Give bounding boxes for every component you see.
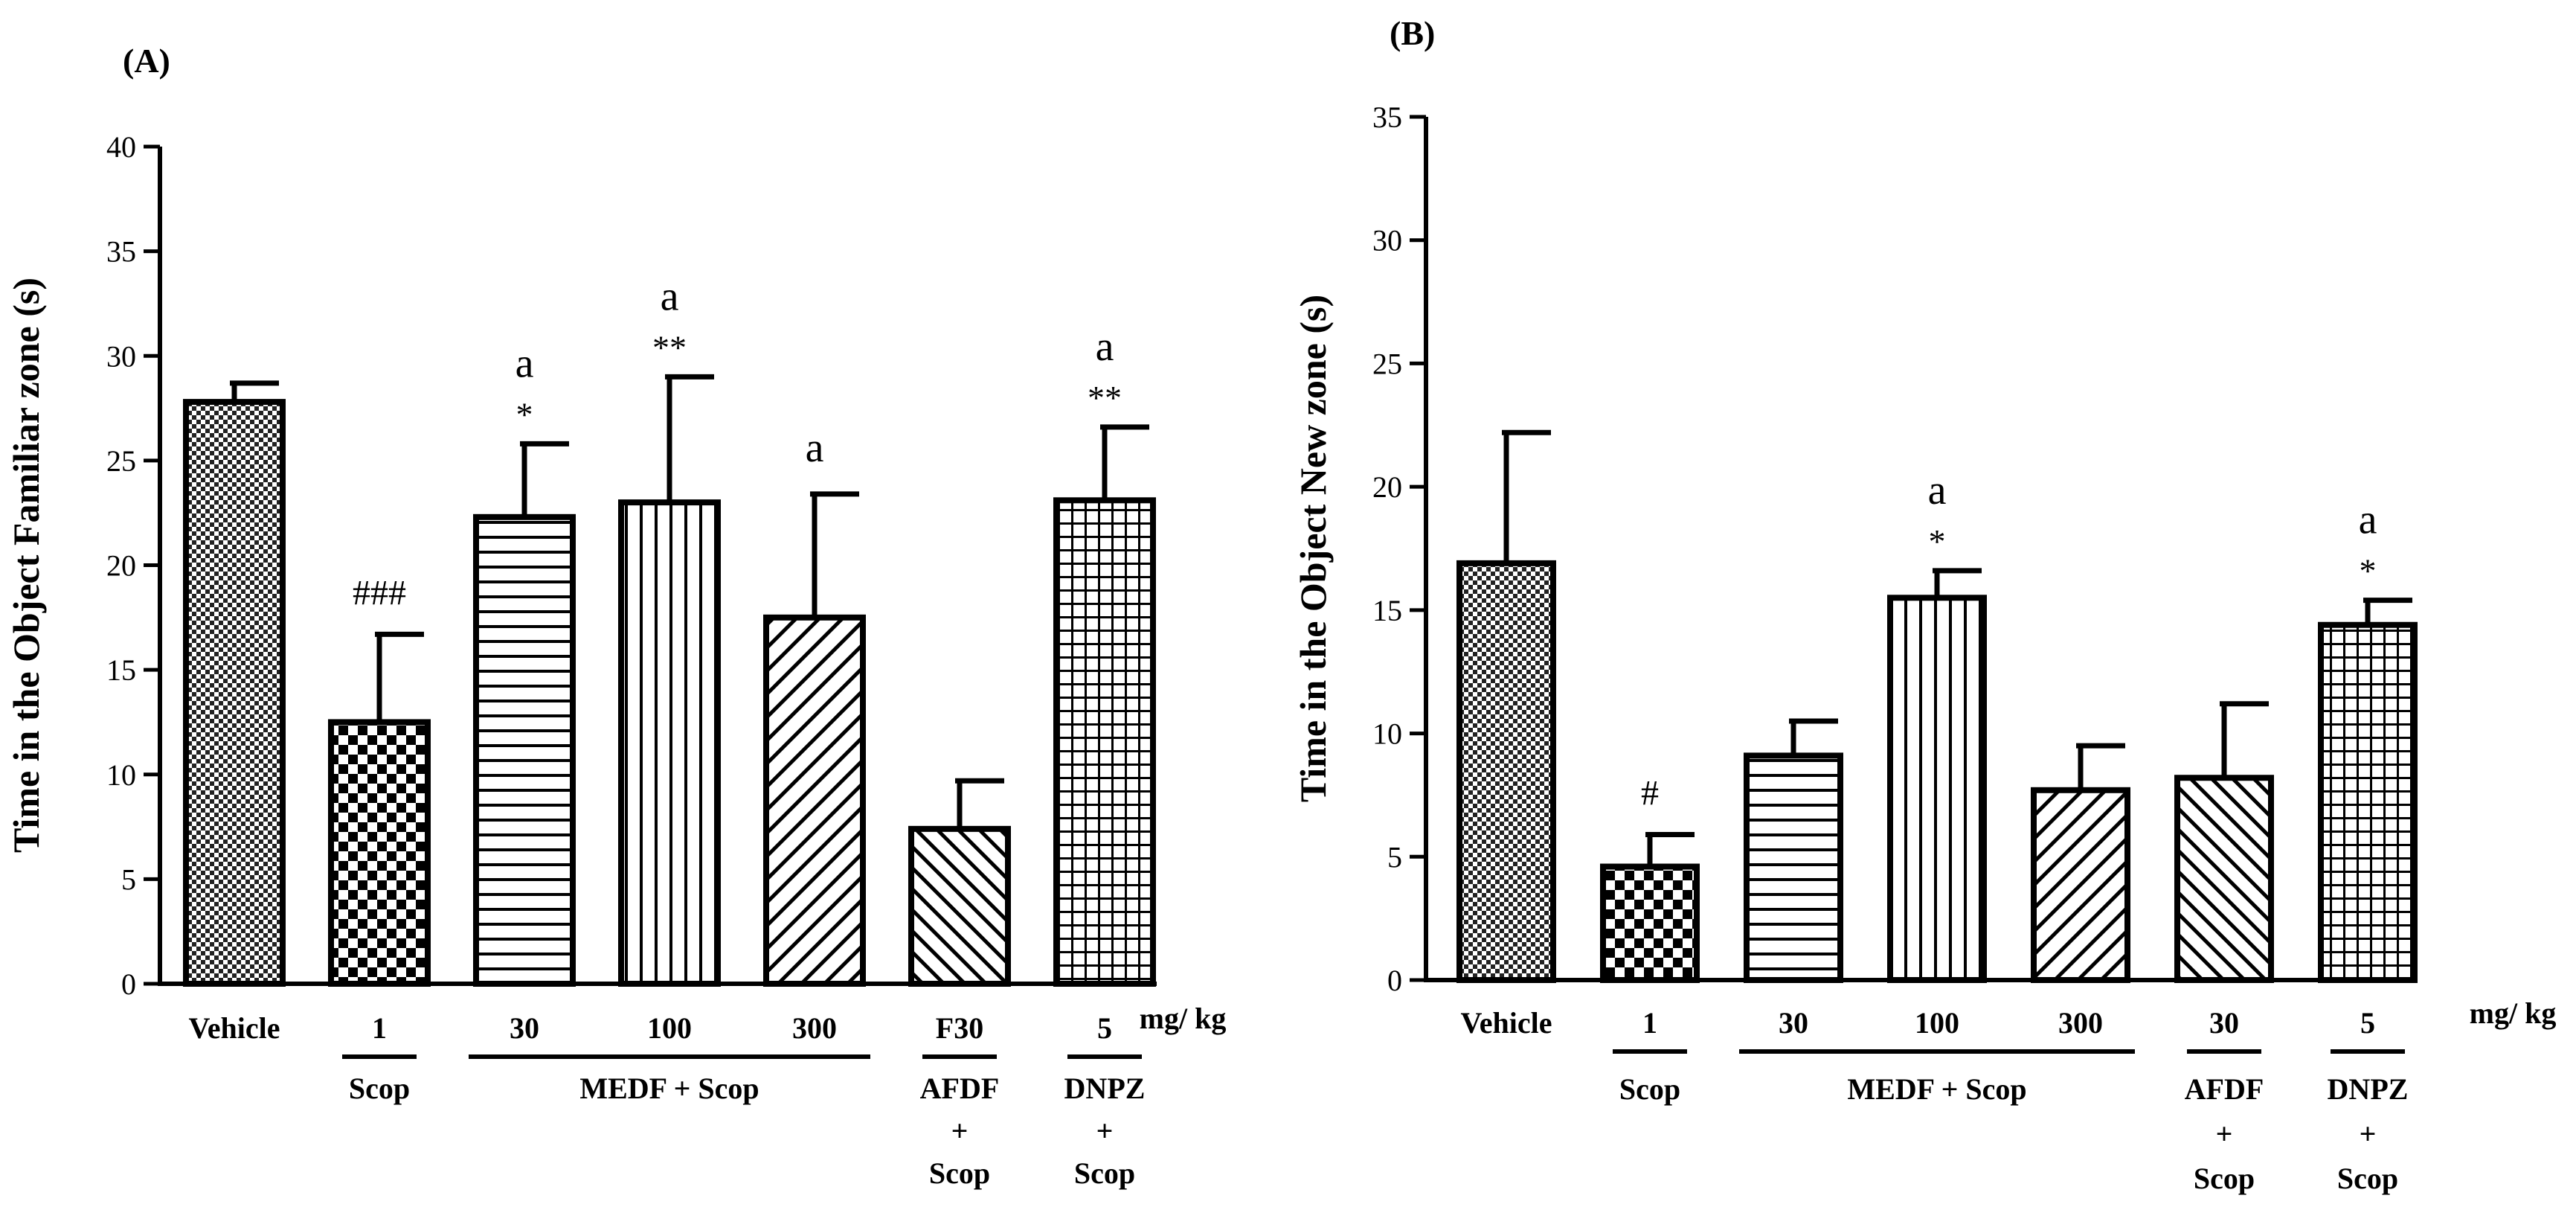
a-annotation-b-3: a [1928,467,1947,513]
bar-a-3 [618,499,721,987]
category-label-a-0: Vehicle [189,1011,280,1045]
a-annotation-a-2: a [515,340,534,386]
group-label-a-3-1: + [1096,1114,1114,1147]
category-label-b-3: 100 [1915,1006,1959,1040]
category-label-a-1: 1 [372,1011,387,1045]
bar-a-1 [328,719,431,987]
category-label-b-2: 30 [1779,1006,1808,1040]
y-tick-label-a-2: 10 [106,758,136,792]
y-tick-label-b-5: 25 [1372,347,1402,380]
group-label-a-3-2: Scop [1074,1156,1135,1190]
y-axis-label-b: Time in the Object New zone (s) [1292,295,1334,802]
y-tick-label-a-7: 35 [106,235,136,269]
bar-b-3 [1887,595,1987,983]
y-tick-label-b-0: 0 [1387,964,1402,997]
y-axis-label-a: Time in the Object Familiar zone (s) [5,278,47,853]
bar-b-0 [1456,560,1556,983]
sig-annotation-b-1: # [1641,773,1659,813]
sig-annotation-b-3: * [1929,522,1946,560]
category-label-a-5: F30 [936,1011,983,1045]
y-tick-label-b-2: 10 [1372,717,1402,751]
bar-b-6 [2318,621,2418,983]
group-label-a-3-0: DNPZ [1064,1072,1146,1105]
bar-a-4 [763,614,866,987]
y-tick-label-b-4: 20 [1372,470,1402,504]
group-label-b-1-0: MEDF + Scop [1847,1072,2026,1106]
group-label-b-2-2: Scop [2194,1162,2255,1195]
y-tick-label-a-1: 5 [121,862,136,896]
sig-annotation-b-6: * [2360,552,2377,590]
group-label-b-2-1: + [2216,1117,2233,1150]
unit-label-a: mg/ kg [1140,1002,1227,1035]
category-label-a-6: 5 [1097,1011,1112,1045]
y-tick-label-a-5: 25 [106,444,136,478]
sig-annotation-a-2: * [516,395,533,433]
group-label-b-2-0: AFDF [2185,1072,2264,1106]
group-label-b-0-0: Scop [1619,1072,1680,1106]
category-label-b-6: 5 [2360,1006,2375,1040]
y-tick-label-b-3: 15 [1372,594,1402,627]
sig-annotation-a-1: ### [353,573,406,612]
y-tick-label-a-6: 30 [106,339,136,373]
y-tick-label-b-6: 30 [1372,224,1402,257]
category-label-b-0: Vehicle [1461,1006,1552,1040]
category-label-a-2: 30 [510,1011,539,1045]
bar-b-4 [2031,787,2130,984]
category-label-b-1: 1 [1642,1006,1657,1040]
group-label-a-0-0: Scop [349,1072,410,1105]
bar-a-5 [908,825,1011,987]
category-label-a-3: 100 [647,1011,692,1045]
category-label-b-4: 300 [2058,1006,2103,1040]
category-label-b-5: 30 [2209,1006,2239,1040]
bar-b-5 [2174,775,2274,983]
y-tick-label-a-3: 15 [106,653,136,687]
bar-a-6 [1053,497,1156,987]
sig-annotation-a-3: ** [652,328,687,366]
bar-b-1 [1600,863,1700,983]
group-label-b-3-1: + [2360,1117,2377,1150]
unit-label-b: mg/ kg [2470,996,2557,1030]
bar-a-2 [473,513,576,987]
bar-a-0 [183,399,286,987]
y-tick-label-a-0: 0 [121,967,136,1001]
y-tick-label-a-8: 40 [106,130,136,164]
a-annotation-a-4: a [806,425,824,471]
a-annotation-a-6: a [1096,324,1114,370]
sig-annotation-a-6: ** [1088,379,1122,417]
group-label-b-3-0: DNPZ [2328,1072,2409,1106]
group-label-a-1-0: MEDF + Scop [579,1072,759,1105]
y-tick-label-a-4: 20 [106,549,136,583]
group-label-a-2-1: + [951,1114,969,1147]
y-tick-label-b-7: 35 [1372,100,1402,134]
panel-label-b: (B) [1390,14,1435,52]
category-label-a-4: 300 [792,1011,837,1045]
y-tick-label-b-1: 5 [1387,840,1402,874]
group-label-b-3-2: Scop [2337,1162,2398,1195]
a-annotation-a-3: a [661,273,679,319]
bar-b-2 [1744,752,1843,984]
panel-label-a: (A) [123,42,170,80]
group-label-a-2-2: Scop [929,1156,990,1190]
a-annotation-b-6: a [2359,497,2377,543]
group-label-a-2-0: AFDF [920,1072,1000,1105]
